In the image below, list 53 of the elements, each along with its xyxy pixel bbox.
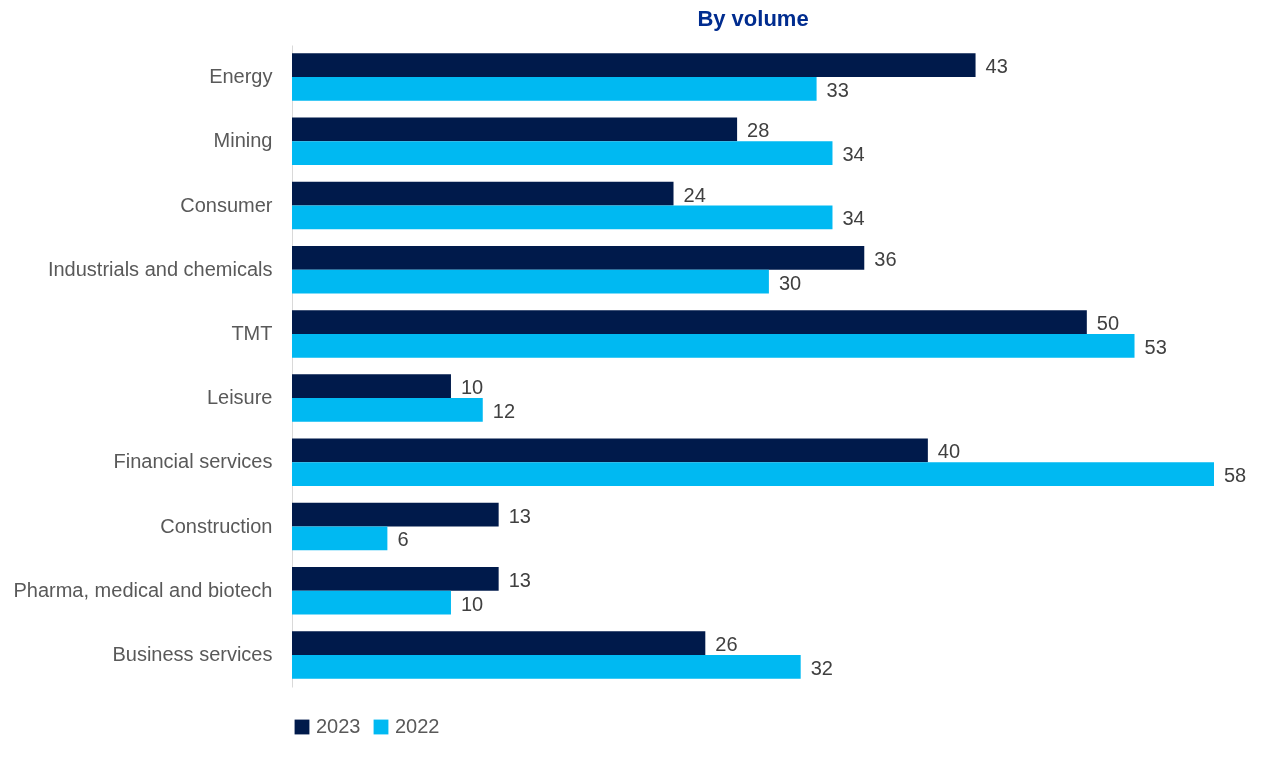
bar <box>292 502 499 527</box>
bar <box>292 141 833 166</box>
data-label: 6 <box>397 528 409 551</box>
bar <box>292 631 706 655</box>
bar <box>292 590 451 615</box>
data-label: 28 <box>747 119 770 142</box>
data-label: 12 <box>492 399 516 422</box>
data-label: 40 <box>937 440 961 463</box>
legend-label: 2022 <box>395 715 440 737</box>
data-label: 34 <box>842 143 865 166</box>
data-label: 34 <box>842 207 865 230</box>
bar <box>292 566 499 591</box>
bar <box>292 398 483 422</box>
data-label: 30 <box>778 271 802 294</box>
y-tick-label: Industrials and chemicals <box>47 257 273 280</box>
y-tick-label: Business services <box>112 642 273 665</box>
bar <box>292 654 801 679</box>
y-tick-label: Construction <box>160 514 273 537</box>
y-tick-label: Leisure <box>206 386 273 409</box>
bar <box>292 269 769 294</box>
legend-label: 2023 <box>316 715 361 737</box>
y-tick-label: Consumer <box>180 193 273 216</box>
y-tick-label: Mining <box>213 129 273 152</box>
data-label: 36 <box>874 247 897 270</box>
data-label: 43 <box>985 55 1008 78</box>
bar <box>292 438 928 463</box>
y-tick-label: Financial services <box>113 450 273 473</box>
data-label: 24 <box>683 183 706 206</box>
y-tick-label: Pharma, medical and biotech <box>13 578 273 601</box>
bar <box>292 462 1214 487</box>
bar <box>292 310 1087 334</box>
data-label: 26 <box>715 633 738 656</box>
bar <box>292 526 388 551</box>
bar <box>292 374 451 399</box>
bar <box>292 333 1135 358</box>
data-label: 13 <box>508 504 531 527</box>
bar <box>292 53 976 78</box>
data-label: 50 <box>1096 312 1120 335</box>
bar <box>292 245 865 270</box>
data-label: 10 <box>460 376 484 399</box>
data-label: 13 <box>508 568 531 591</box>
data-label: 53 <box>1144 335 1167 358</box>
data-label: 10 <box>460 592 484 615</box>
data-label: 32 <box>810 656 833 679</box>
y-tick-label: TMT <box>231 321 273 344</box>
bar <box>292 205 833 230</box>
chart-title: By volume <box>697 6 809 31</box>
y-tick-label: Energy <box>209 65 273 88</box>
bar <box>292 181 674 206</box>
bar <box>292 117 738 142</box>
data-label: 58 <box>1224 464 1247 487</box>
data-label: 33 <box>826 78 849 101</box>
bar <box>292 77 817 101</box>
